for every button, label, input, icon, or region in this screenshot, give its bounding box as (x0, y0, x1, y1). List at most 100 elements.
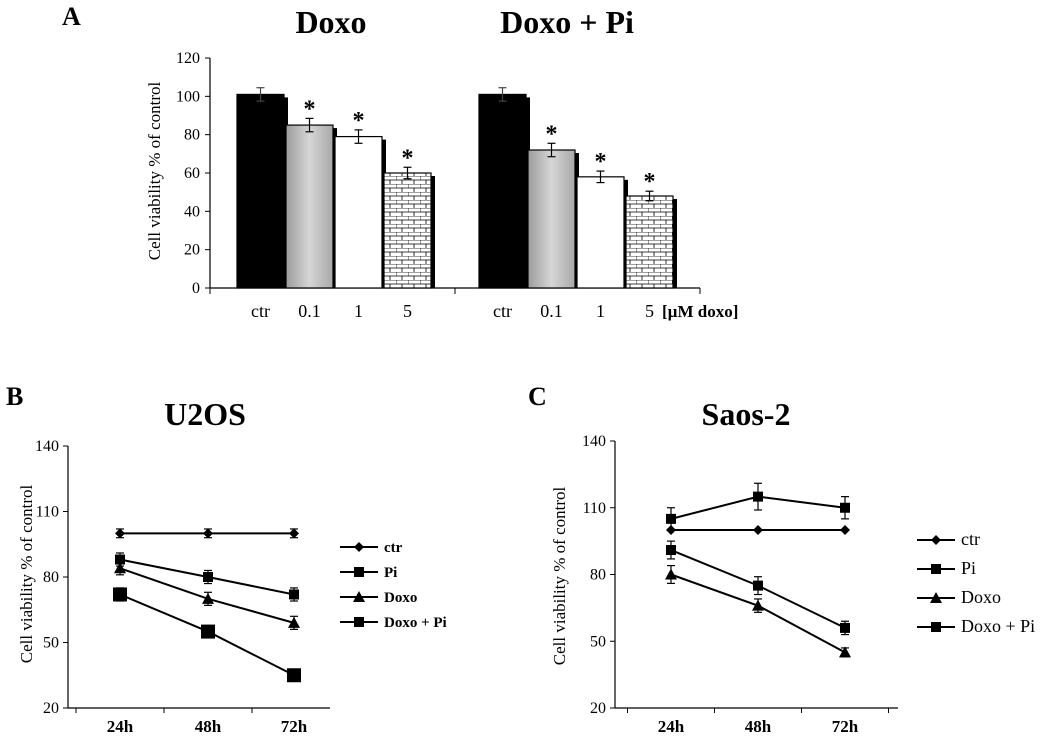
square-marker (115, 554, 125, 565)
square-marker (287, 668, 301, 683)
diamond-marker (203, 528, 213, 539)
axes-c: 20 50 80 110 140 24h 48h 72h (582, 433, 898, 736)
y-tick-label: 50 (43, 635, 59, 652)
x-category-label: 5 (403, 301, 412, 321)
x-category-label: 48h (745, 717, 772, 736)
x-category-label: 72h (281, 717, 308, 736)
diamond-marker (840, 525, 850, 535)
bar (478, 93, 527, 289)
significance-star: * (304, 96, 316, 122)
lines-c (665, 482, 851, 658)
legend-label: Doxo + Pi (384, 615, 447, 631)
legend-label: Pi (961, 558, 976, 578)
x-category-label: 1 (596, 301, 605, 321)
square-marker (840, 502, 850, 513)
legend-b: ctr Pi Doxo Doxo + Pi (340, 540, 447, 631)
legend-c: ctr Pi Doxo Doxo + Pi (917, 529, 1035, 636)
unit-label-a: [µM doxo] (662, 302, 738, 321)
group-title-doxo: Doxo (295, 4, 366, 40)
y-tick-label: 140 (582, 433, 606, 450)
x-category-label: 48h (195, 717, 222, 736)
legend-label: Doxo + Pi (961, 616, 1035, 636)
y-tick-label: 20 (43, 700, 59, 717)
diamond-marker (115, 528, 125, 539)
x-category-label: ctr (493, 301, 512, 321)
bar (625, 195, 674, 289)
group-title-doxo-pi: Doxo + Pi (500, 4, 634, 40)
x-category-label: 24h (107, 717, 134, 736)
y-tick-label: 110 (583, 500, 606, 517)
panel-label-c: C (528, 382, 547, 411)
square-marker (753, 491, 763, 502)
square-marker (201, 624, 215, 639)
square-marker (354, 567, 364, 577)
y-axis-label-a: Cell viability % of control (145, 81, 164, 260)
square-marker (931, 622, 941, 632)
legend-label: ctr (961, 529, 980, 549)
square-marker (931, 564, 941, 574)
y-tick-label: 80 (43, 569, 59, 586)
chart-title-c: Saos-2 (702, 396, 791, 432)
panel-a: A Doxo Doxo + Pi Cell viability % of con… (62, 2, 738, 321)
legend-label: Doxo (384, 590, 417, 606)
significance-star: * (546, 121, 558, 147)
legend-label: Pi (384, 565, 397, 581)
axes-b: 20 50 80 110 140 24h 48h 72h (35, 438, 330, 736)
diamond-marker (289, 528, 299, 539)
x-category-label: 72h (832, 717, 859, 736)
y-tick-label: 0 (192, 280, 200, 297)
square-marker (203, 572, 213, 582)
lines-b (113, 528, 301, 683)
significance-star: * (644, 169, 656, 195)
significance-star: * (353, 108, 365, 134)
diamond-marker (931, 535, 941, 545)
bar (334, 135, 383, 289)
y-tick-label: 80 (590, 567, 606, 584)
triangle-marker (839, 646, 851, 658)
legend-label: Doxo (961, 587, 1001, 607)
x-category-label: 24h (658, 717, 685, 736)
triangle-marker (114, 562, 126, 574)
panel-label-b: B (6, 382, 23, 411)
square-marker (666, 513, 676, 524)
triangle-marker (288, 616, 300, 628)
x-category-label: 5 (645, 301, 654, 321)
triangle-marker (665, 568, 677, 580)
y-axis-label-c: Cell viability % of control (550, 486, 569, 665)
y-tick-label: 20 (184, 242, 200, 259)
bar (285, 124, 334, 289)
x-category-label: 0.1 (298, 301, 321, 321)
y-tick-label: 60 (184, 165, 200, 182)
y-tick-label: 120 (176, 50, 200, 67)
triangle-marker (202, 592, 214, 604)
square-marker (666, 545, 676, 556)
bar (527, 149, 576, 289)
panel-c: C Saos-2 Cell viability % of control 20 5… (528, 382, 1035, 736)
legend-label: ctr (384, 540, 403, 556)
y-tick-label: 140 (35, 438, 59, 455)
triangle-marker (752, 599, 764, 611)
diamond-marker (354, 542, 364, 552)
y-tick-label: 50 (590, 633, 606, 650)
x-category-label: 0.1 (540, 301, 563, 321)
bar (383, 172, 432, 289)
triangle-marker (353, 591, 365, 602)
y-tick-label: 110 (36, 504, 59, 521)
panel-b: B U2OS Cell viability % of control 20 50 8… (6, 382, 447, 736)
diamond-marker (753, 525, 763, 535)
bar (236, 93, 285, 289)
y-tick-label: 80 (184, 127, 200, 144)
x-category-label: ctr (251, 301, 270, 321)
y-axis-label-b: Cell viability % of control (17, 484, 36, 663)
triangle-marker (930, 592, 942, 603)
y-tick-label: 40 (184, 203, 200, 220)
square-marker (289, 589, 299, 600)
bar (576, 176, 625, 289)
square-marker (113, 587, 127, 602)
bars-a: ctr * 0.1 * 1 * 5 ctr * 0.1 * 1 * 5 (236, 87, 677, 321)
panel-label-a: A (62, 2, 81, 31)
x-category-label: 1 (354, 301, 363, 321)
square-marker (840, 622, 850, 633)
square-marker (753, 580, 763, 591)
